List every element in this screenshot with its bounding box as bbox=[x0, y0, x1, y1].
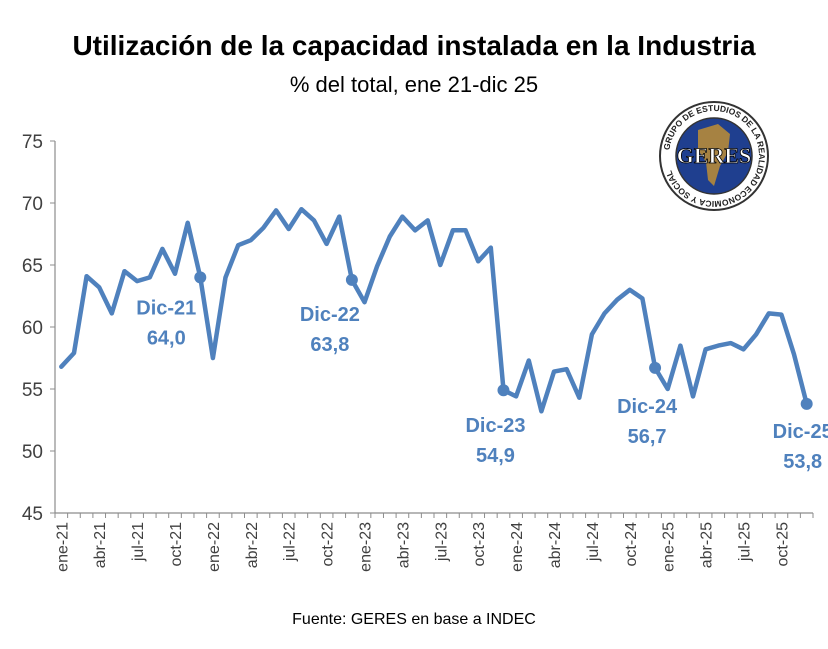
logo-text: GERES bbox=[677, 143, 752, 168]
annotations: Dic-21 64,0 Dic-22 63,8 Dic-23 54,9 Dic-24 56,7… bbox=[136, 271, 828, 473]
x-tick-label: oct-23 bbox=[471, 522, 488, 567]
x-tick-label: oct-21 bbox=[168, 522, 185, 567]
annotation-marker bbox=[497, 384, 510, 397]
y-tick-label: 65 bbox=[22, 256, 43, 277]
x-tick-label: abr-21 bbox=[92, 522, 109, 568]
annotation-marker bbox=[800, 397, 813, 410]
x-tick-label: abr-22 bbox=[244, 522, 261, 568]
annotation-value: 64,0 bbox=[147, 327, 186, 349]
x-tick-label: ene-25 bbox=[661, 522, 678, 572]
annotation-label: Dic-21 bbox=[136, 297, 196, 319]
chart-title: Utilización de la capacidad instalada en… bbox=[72, 30, 756, 61]
annotation-value: 56,7 bbox=[628, 426, 667, 448]
annotation-marker bbox=[194, 271, 207, 284]
annotation-marker bbox=[649, 361, 662, 374]
y-tick-label: 55 bbox=[22, 380, 43, 401]
x-axis-ticks: ene-21 abr-21 jul-21 oct-21 ene-22 abr-22 jul-… bbox=[54, 513, 814, 572]
annotation-value: 53,8 bbox=[783, 451, 822, 473]
annotation-value: 54,9 bbox=[476, 445, 515, 467]
chart-subtitle: % del total, ene 21-dic 25 bbox=[289, 72, 539, 97]
x-tick-label: ene-21 bbox=[54, 522, 71, 572]
x-tick-label: jul-23 bbox=[433, 522, 450, 562]
y-tick-label: 50 bbox=[22, 442, 43, 463]
source-note: Fuente: GERES en base a INDEC bbox=[292, 611, 536, 628]
annotation-marker bbox=[345, 273, 358, 286]
annotation-value: 63,8 bbox=[310, 334, 349, 356]
series-line-group bbox=[59, 206, 809, 414]
x-tick-label: oct-22 bbox=[320, 522, 337, 567]
x-tick-label: oct-24 bbox=[623, 522, 640, 567]
x-tick-label: jul-25 bbox=[737, 522, 754, 562]
annotation-label: Dic-23 bbox=[465, 415, 525, 437]
x-tick-label: ene-22 bbox=[206, 522, 223, 572]
x-tick-label: jul-21 bbox=[130, 522, 147, 562]
geres-logo: GRUPO DE ESTUDIOS DE LA REALIDAD ECONOMI… bbox=[658, 100, 770, 217]
y-tick-label: 45 bbox=[22, 504, 43, 525]
y-tick-label: 75 bbox=[22, 132, 43, 153]
annotation-label: Dic-25 bbox=[773, 421, 828, 443]
y-tick-label: 60 bbox=[22, 318, 43, 339]
x-tick-label: abr-25 bbox=[699, 522, 716, 568]
y-tick-label: 70 bbox=[22, 194, 43, 215]
y-axis-ticks: 45 50 55 60 65 70 75 bbox=[22, 132, 55, 525]
x-tick-label: jul-24 bbox=[585, 522, 602, 562]
annotation-label: Dic-22 bbox=[300, 304, 360, 326]
x-tick-label: oct-25 bbox=[774, 522, 791, 567]
series-line bbox=[59, 206, 809, 414]
x-tick-label: ene-24 bbox=[509, 522, 526, 572]
x-tick-label: abr-23 bbox=[395, 522, 412, 568]
x-tick-label: ene-23 bbox=[358, 522, 375, 572]
annotation-label: Dic-24 bbox=[617, 396, 678, 418]
x-tick-label: jul-22 bbox=[282, 522, 299, 562]
x-tick-label: abr-24 bbox=[547, 522, 564, 568]
